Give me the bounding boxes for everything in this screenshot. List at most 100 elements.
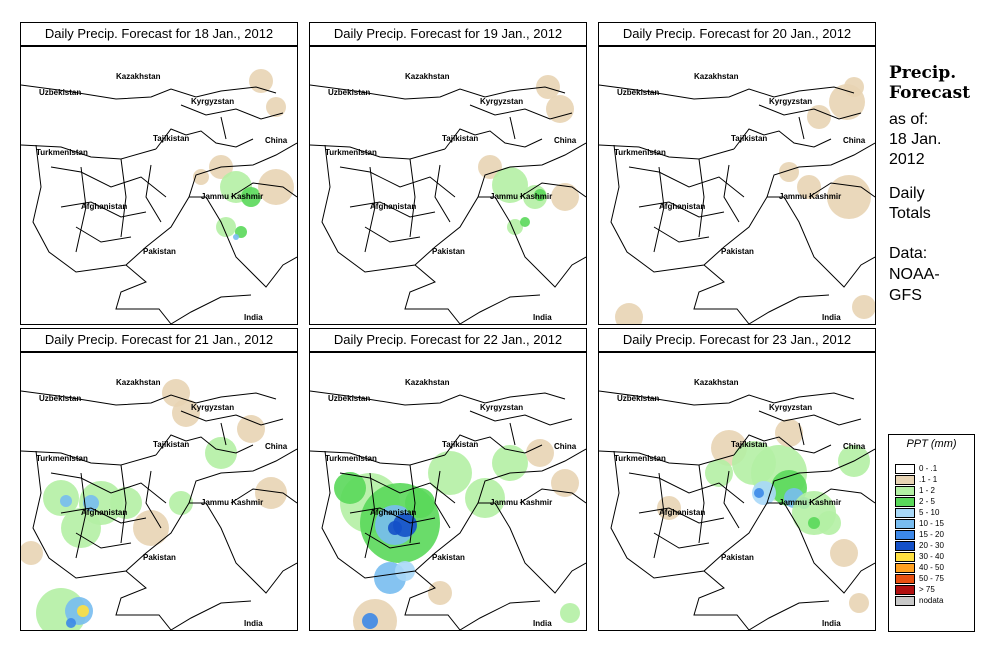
map-label-turkmenistan: Turkmenistan	[614, 148, 666, 157]
map-label-india: India	[822, 619, 841, 628]
boundary-line	[339, 166, 456, 198]
boundary-line	[459, 600, 541, 630]
precip-cell	[388, 521, 402, 535]
map-label-kazakhstan: Kazakhstan	[116, 72, 161, 81]
boundary-line	[180, 104, 284, 120]
boundary-line	[519, 488, 586, 504]
map-label-kyrgyzstan: Kyrgyzstan	[769, 403, 812, 412]
boundary-line	[75, 166, 87, 253]
boundary-line	[509, 422, 516, 446]
map-label-uzbekistan: Uzbekistan	[39, 88, 81, 97]
legend-item: 0 - .1	[895, 464, 971, 475]
map-label-afghanistan: Afghanistan	[81, 202, 127, 211]
boundary-line	[364, 472, 376, 559]
data-line2: NOAA-	[889, 266, 940, 283]
precip-cell	[779, 162, 799, 182]
map-label-kyrgyzstan: Kyrgyzstan	[191, 403, 234, 412]
map-label-pakistan: Pakistan	[721, 553, 754, 562]
legend-swatch	[895, 541, 915, 551]
boundary-line	[32, 142, 297, 273]
boundary-line	[469, 104, 573, 120]
precip-cell	[827, 175, 871, 219]
boundary-line	[75, 472, 87, 559]
map-label-pakistan: Pakistan	[432, 247, 465, 256]
precip-map: Uzbekistan Kazakhstan Kyrgyzstan Tajikistan…	[309, 352, 587, 631]
legend-swatch	[895, 530, 915, 540]
boundary-line	[321, 142, 586, 273]
legend-label: > 75	[919, 585, 935, 594]
legend-title: PPT (mm)	[906, 438, 957, 450]
map-svg: Uzbekistan Kazakhstan Kyrgyzstan Tajikistan…	[599, 72, 875, 324]
map-svg: Uzbekistan Kazakhstan Kyrgyzstan Tajikistan…	[21, 69, 297, 324]
precip-cell	[754, 488, 764, 498]
precip-cell	[249, 69, 273, 93]
boundary-line	[599, 84, 855, 100]
boundary-line	[155, 434, 254, 456]
boundary-line	[21, 84, 277, 100]
map-label-jammu-kashmir: Jammu Kashmir	[779, 498, 841, 507]
boundary-line	[733, 434, 832, 456]
forecast-panel-20-jan: Daily Precip. Forecast for 20 Jan., 2012…	[598, 22, 876, 325]
boundary-line	[653, 166, 665, 253]
boundary-line	[444, 434, 543, 456]
legend-swatch	[895, 486, 915, 496]
boundary-line	[230, 182, 297, 198]
legend-label: 30 - 40	[919, 552, 944, 561]
boundary-line	[519, 182, 586, 198]
map-label-uzbekistan: Uzbekistan	[617, 88, 659, 97]
map-label-uzbekistan: Uzbekistan	[39, 394, 81, 403]
boundary-line	[434, 164, 451, 223]
map-label-afghanistan: Afghanistan	[659, 202, 705, 211]
side-title-line1: Precip.	[889, 63, 957, 83]
map-label-jammu-kashmir: Jammu Kashmir	[490, 498, 552, 507]
map-label-india: India	[533, 313, 552, 322]
precip-cell	[492, 167, 528, 203]
boundary-line	[115, 570, 172, 630]
boundary-line	[220, 116, 227, 140]
panel-title: Daily Precip. Forecast for 19 Jan., 2012	[309, 22, 587, 46]
precip-cell	[507, 219, 523, 235]
precip-cell	[560, 603, 580, 623]
boundary-line	[230, 488, 297, 504]
precip-cell	[169, 491, 193, 515]
boundary-line	[364, 532, 421, 549]
legend-item: 40 - 50	[895, 563, 971, 574]
boundary-line	[310, 84, 566, 100]
panel-title: Daily Precip. Forecast for 22 Jan., 2012	[309, 328, 587, 352]
legend-item: 30 - 40	[895, 552, 971, 563]
map-label-uzbekistan: Uzbekistan	[617, 394, 659, 403]
map-label-kyrgyzstan: Kyrgyzstan	[191, 97, 234, 106]
boundary-line	[758, 410, 862, 426]
boundary-line	[509, 116, 516, 140]
data-line3: GFS	[889, 287, 922, 304]
boundary-line	[628, 472, 745, 504]
boundary-line	[349, 507, 436, 524]
map-label-turkmenistan: Turkmenistan	[36, 148, 88, 157]
legend-label: 50 - 75	[919, 574, 944, 583]
legend-item: nodata	[895, 596, 971, 607]
boundary-line	[610, 448, 875, 579]
map-label-china: China	[554, 136, 577, 145]
precip-cell	[526, 439, 554, 467]
precip-cell	[334, 472, 366, 504]
boundary-line	[459, 294, 541, 324]
legend-label: 1 - 2	[919, 486, 936, 495]
map-svg: Uzbekistan Kazakhstan Kyrgyzstan Tajikistan…	[310, 72, 586, 324]
forecast-panel-23-jan: Daily Precip. Forecast for 23 Jan., 2012…	[598, 328, 876, 631]
map-label-china: China	[554, 442, 577, 451]
map-label-jammu-kashmir: Jammu Kashmir	[490, 192, 552, 201]
map-label-india: India	[244, 313, 263, 322]
boundary-line	[767, 196, 875, 288]
boundary-line	[145, 470, 162, 529]
map-label-kazakhstan: Kazakhstan	[405, 72, 450, 81]
precip-cell	[61, 508, 101, 548]
map-label-pakistan: Pakistan	[721, 247, 754, 256]
legend-swatch	[895, 475, 915, 485]
boundary-line	[404, 570, 461, 630]
boundary-line	[638, 201, 725, 218]
boundary-line	[698, 464, 705, 544]
map-label-turkmenistan: Turkmenistan	[614, 454, 666, 463]
map-label-china: China	[265, 442, 288, 451]
boundary-line	[733, 128, 832, 150]
map-label-afghanistan: Afghanistan	[81, 508, 127, 517]
